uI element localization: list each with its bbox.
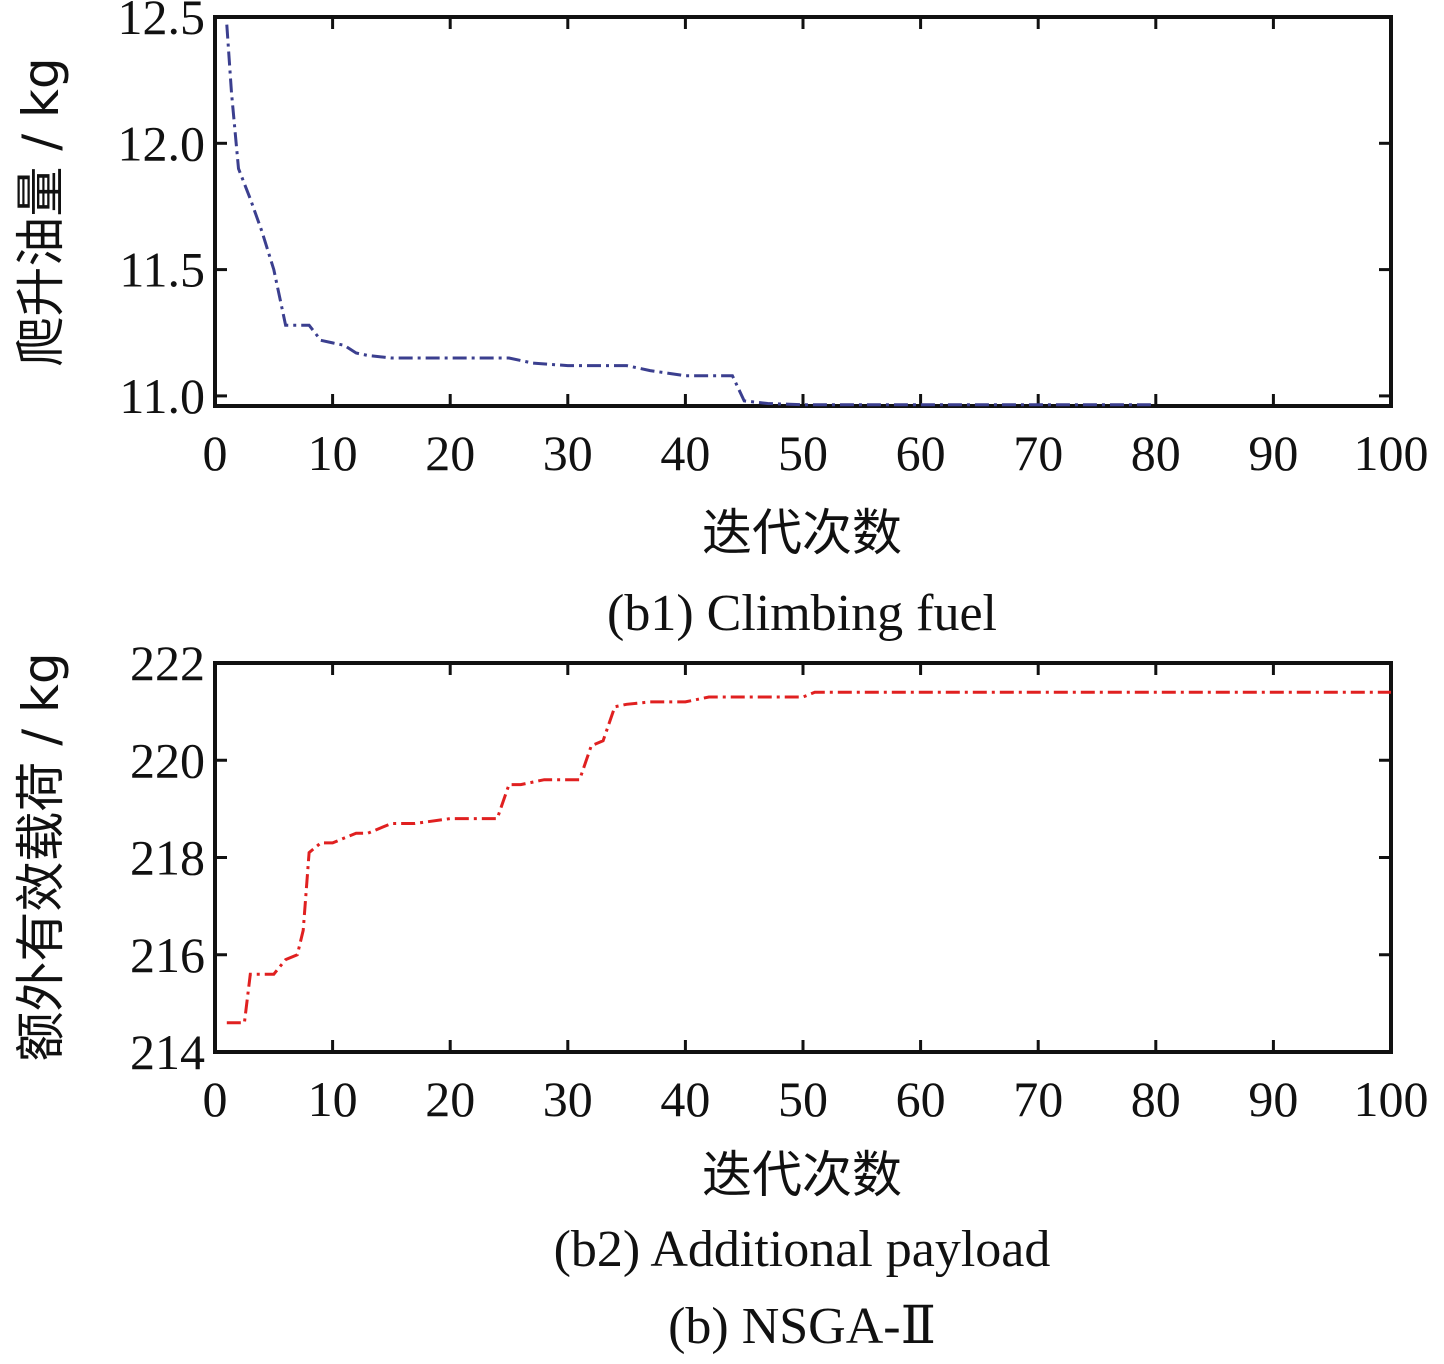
x-tick-label: 90 [1248,1071,1298,1127]
x-tick-label: 60 [896,1071,946,1127]
x-tick-label: 50 [778,1071,828,1127]
x-tick-label: 10 [308,1071,358,1127]
chart-climbing-fuel: 0 10 20 30 40 50 60 70 80 90 100 11.0 11.5 12.0 12.5 迭… [12,0,1429,642]
y-tick-label: 222 [130,635,205,691]
tick-layer-1: 0 10 20 30 40 50 60 70 80 90 100 11.0 11.5 12.0 12.5 [118,0,1429,481]
y-axis-title-1: 爬升油量 / kg [12,57,70,366]
plot-frame-1 [213,15,1393,408]
y-tick-label: 218 [130,830,205,886]
chart-additional-payload: 0 10 20 30 40 50 60 70 80 90 100 214 216 218 220 222 迭代… [12,635,1429,1278]
x-tick-label: 100 [1354,425,1429,481]
panel-caption-1: (b1) Climbing fuel [607,585,997,642]
x-tick-label: 0 [203,425,228,481]
y-tick-label: 12.5 [118,0,206,45]
x-tick-label: 40 [660,425,710,481]
x-axis-title-2: 迭代次数 [702,1146,902,1204]
x-tick-label: 70 [1013,425,1063,481]
x-tick-label: 80 [1131,425,1181,481]
y-axis-title-2: 额外有效载荷 / kg [12,652,70,1061]
series-line-additional-payload [226,690,1391,1025]
x-tick-label: 40 [660,1071,710,1127]
y-tick-label: 11.0 [119,368,205,424]
x-tick-label: 80 [1131,1071,1181,1127]
x-tick-label: 30 [543,1071,593,1127]
tick-layer-2: 0 10 20 30 40 50 60 70 80 90 100 214 216 218 220 222 [130,635,1429,1127]
y-tick-label: 214 [130,1024,205,1080]
x-tick-label: 90 [1248,425,1298,481]
x-tick-label: 20 [425,1071,475,1127]
y-tick-label: 220 [130,732,205,788]
x-tick-label: 50 [778,425,828,481]
plot-frame-2 [213,661,1393,1054]
series-line-climbing-fuel [225,24,1156,407]
x-tick-label: 60 [896,425,946,481]
y-tick-label: 12.0 [118,115,206,171]
y-tick-label: 216 [130,927,205,983]
panel-caption-2: (b2) Additional payload [554,1221,1051,1278]
figure-caption: (b) NSGA-Ⅱ [668,1298,936,1355]
x-tick-label: 100 [1354,1071,1429,1127]
x-tick-label: 70 [1013,1071,1063,1127]
x-tick-label: 10 [308,425,358,481]
x-tick-label: 0 [203,1071,228,1127]
x-tick-label: 20 [425,425,475,481]
x-tick-label: 30 [543,425,593,481]
x-axis-title-1: 迭代次数 [702,504,902,562]
y-tick-label: 11.5 [119,242,205,298]
